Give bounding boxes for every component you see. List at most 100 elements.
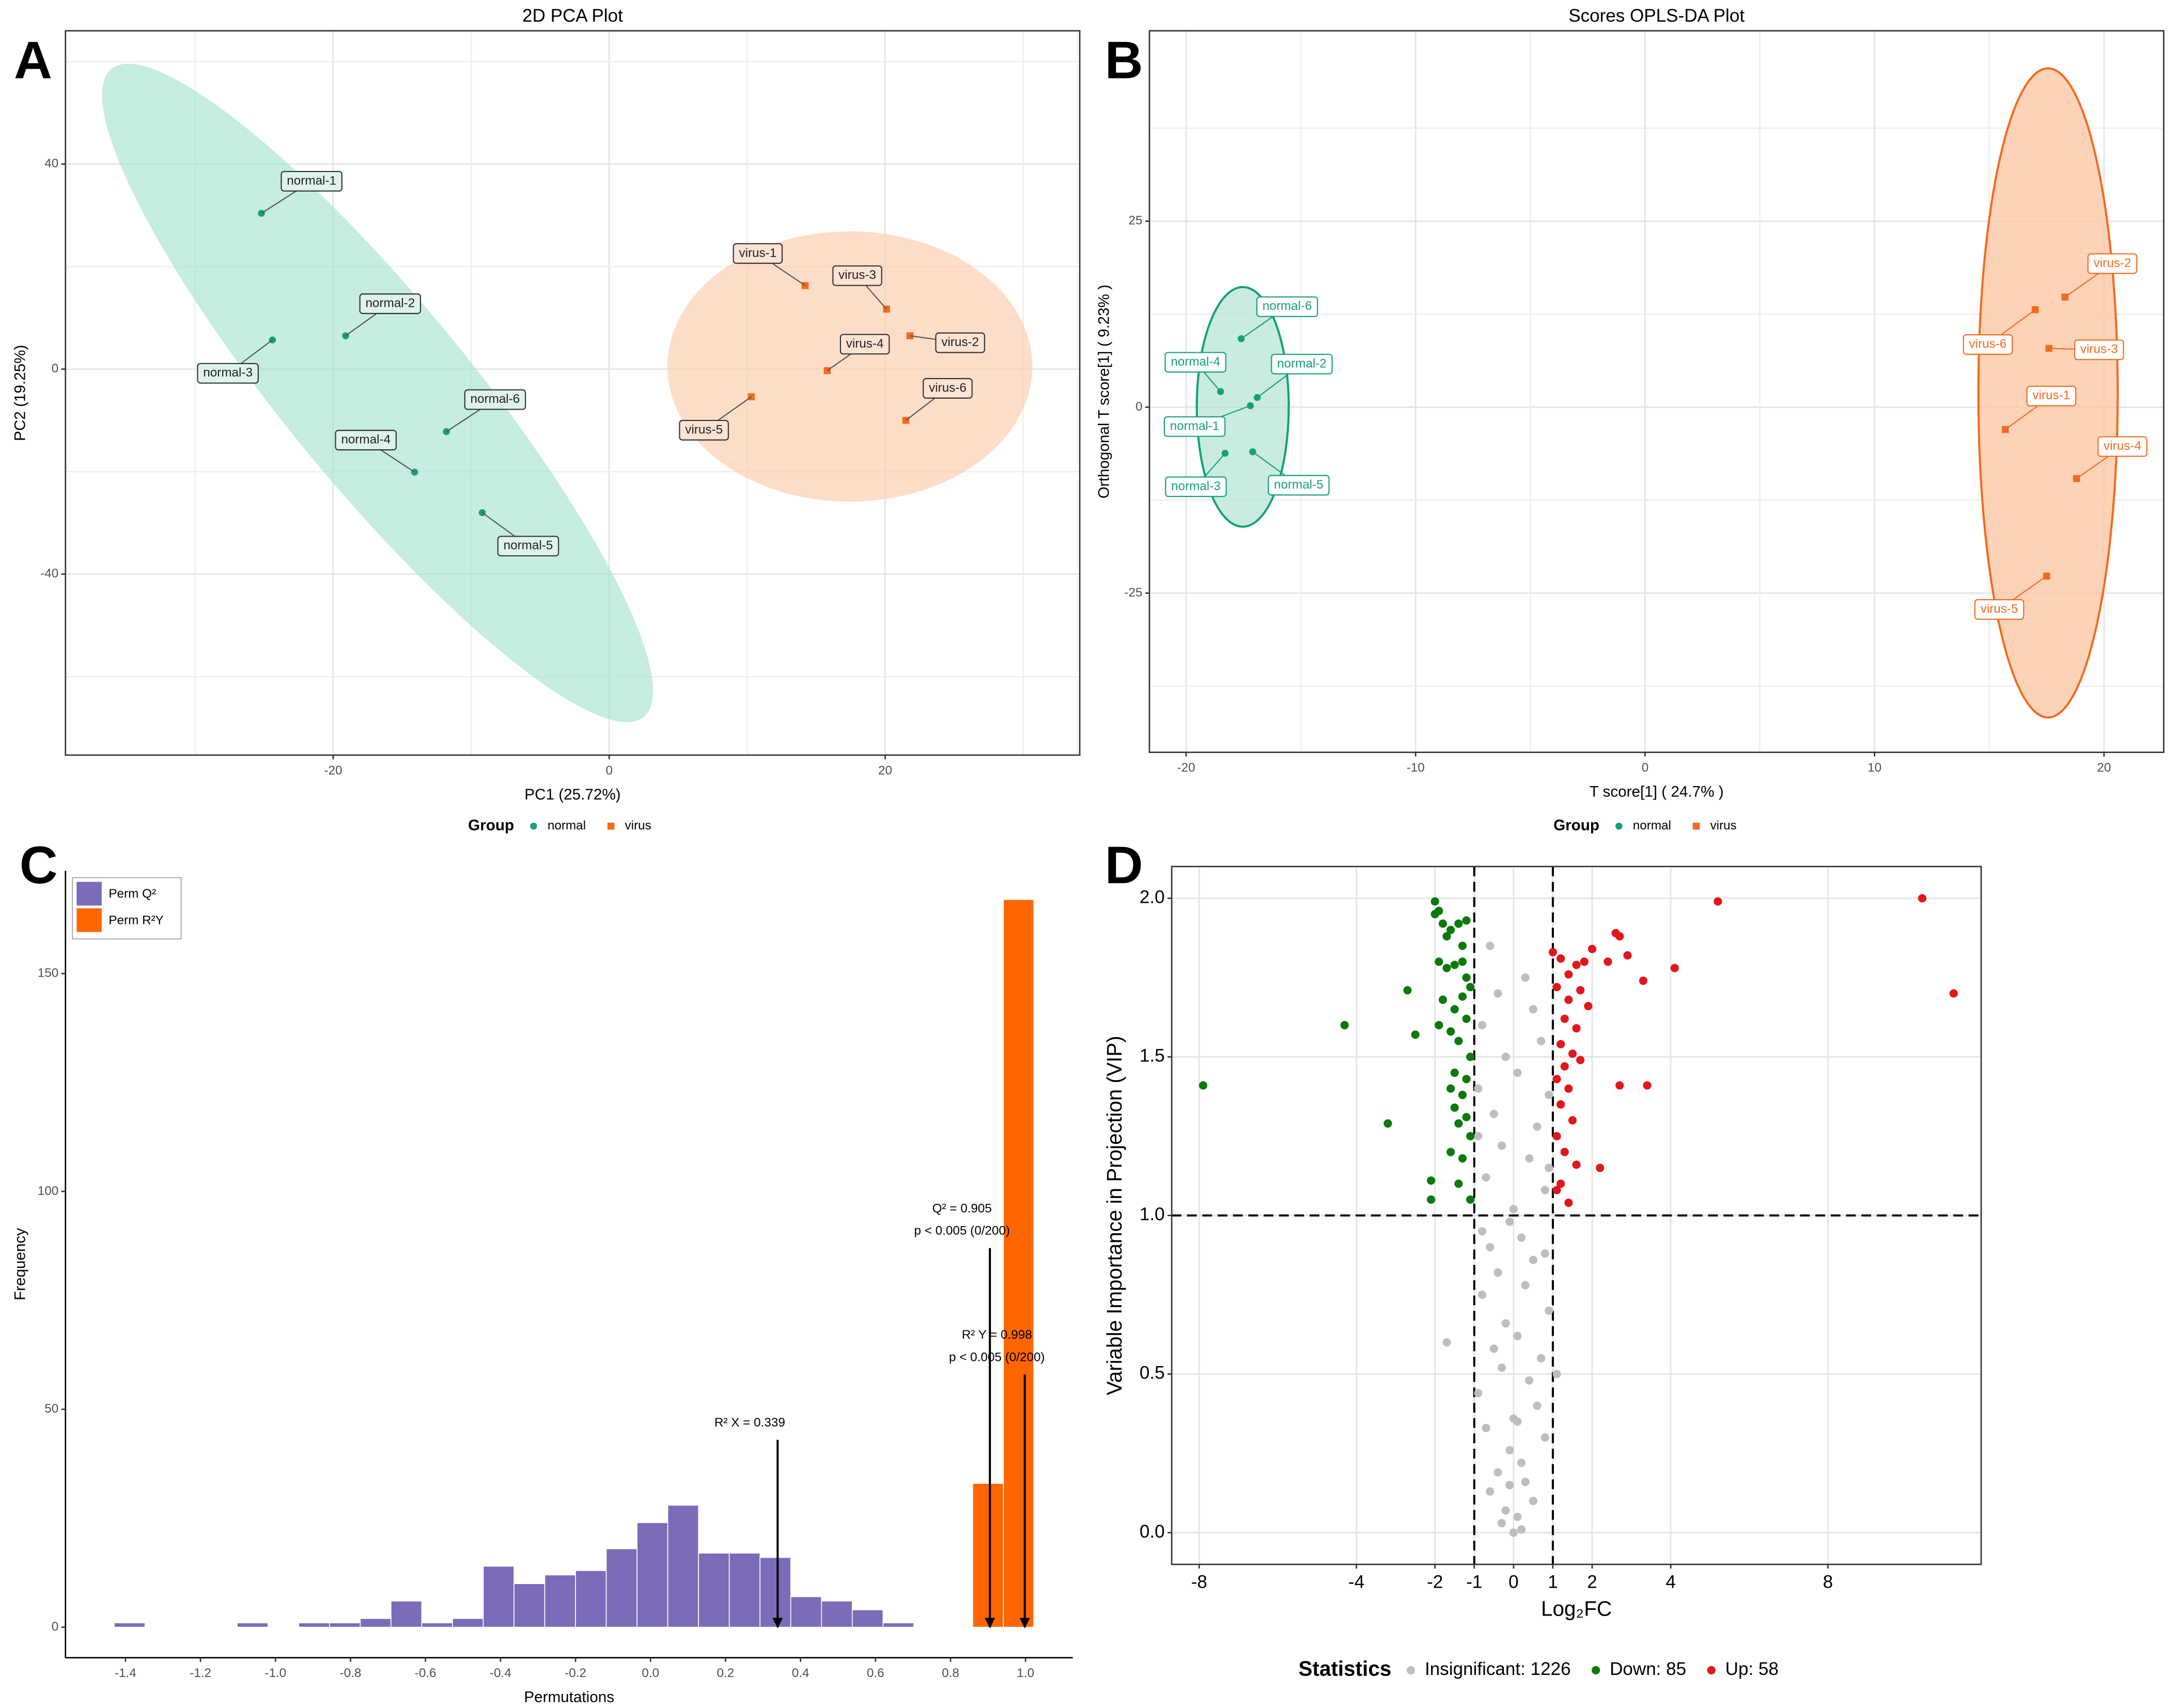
point-label: normal-1	[1170, 419, 1220, 433]
point	[1462, 1075, 1471, 1084]
point	[1493, 1268, 1502, 1277]
point	[1505, 1481, 1514, 1490]
point-label-box	[1165, 476, 1227, 497]
panel-letter: D	[1105, 835, 1143, 895]
x-tick-label: 0	[605, 763, 613, 777]
y-tick-label: 2.0	[1140, 887, 1165, 907]
x-tick-label: 1	[1548, 1572, 1558, 1592]
point-label: virus-2	[2094, 256, 2131, 270]
histogram-bar	[237, 1622, 269, 1628]
point	[1497, 1141, 1506, 1150]
legend-marker	[530, 822, 537, 830]
x-tick-label: -1.2	[190, 1666, 211, 1680]
point	[1580, 957, 1589, 966]
point-label: virus-5	[1981, 602, 2018, 616]
point-label-box	[1974, 599, 2025, 620]
histogram-bar	[728, 1553, 761, 1628]
point	[1427, 1195, 1436, 1204]
point-label: virus-1	[2032, 388, 2070, 402]
point	[1918, 894, 1927, 903]
x-tick-label: -20	[1177, 761, 1195, 775]
point	[1670, 964, 1679, 973]
histogram-bar	[114, 1622, 146, 1628]
point-label: virus-5	[685, 422, 723, 436]
legend-label: Perm Q²	[108, 887, 156, 901]
point	[411, 468, 418, 476]
point	[1537, 1037, 1546, 1045]
point	[1474, 1389, 1483, 1398]
confidence-ellipse	[667, 231, 1033, 502]
panel-letter: B	[1105, 30, 1143, 89]
point	[1509, 1204, 1518, 1214]
point	[1540, 1186, 1549, 1195]
y-axis-label: PC2 (19.25%)	[11, 345, 28, 441]
point-label-box	[1963, 334, 2013, 355]
legend-marker	[1615, 822, 1623, 830]
y-tick-label: 100	[38, 1184, 59, 1198]
x-tick-label: -0.4	[490, 1666, 511, 1680]
y-tick-label: 40	[44, 156, 58, 170]
point	[1462, 1112, 1471, 1122]
x-tick-label: -8	[1191, 1572, 1207, 1592]
point	[1505, 1446, 1514, 1454]
point	[1560, 1148, 1569, 1156]
point	[1521, 1478, 1530, 1486]
point-label: normal-5	[1274, 478, 1324, 492]
legend-marker	[1692, 822, 1700, 830]
point	[1442, 932, 1451, 941]
point	[1497, 1364, 1506, 1372]
point	[1430, 910, 1439, 918]
point	[1529, 1497, 1537, 1506]
histogram-bar	[575, 1570, 607, 1628]
point	[1557, 1179, 1565, 1188]
point-label: normal-3	[1171, 479, 1221, 493]
x-tick-label: 0	[1508, 1572, 1519, 1592]
x-tick-label: -0.8	[340, 1666, 362, 1680]
y-tick-label: 25	[1128, 214, 1142, 228]
confidence-ellipse	[1195, 286, 1290, 528]
point	[1466, 1053, 1475, 1061]
point	[1458, 1090, 1467, 1100]
panel-letter: C	[20, 835, 58, 895]
point	[1513, 1068, 1522, 1077]
point	[1584, 1001, 1593, 1011]
point	[1501, 1506, 1510, 1515]
plot-frame	[65, 30, 1081, 756]
point	[1438, 919, 1448, 928]
point	[1576, 986, 1585, 995]
histogram-bar	[698, 1553, 730, 1628]
point	[1517, 1233, 1526, 1242]
annotation-text: p < 0.005 (0/200)	[914, 1224, 1010, 1238]
point	[1486, 1487, 1495, 1496]
point-label: normal-3	[203, 366, 253, 380]
point-label-box	[1268, 475, 1330, 496]
point	[1466, 1195, 1475, 1204]
point	[1493, 1468, 1502, 1477]
point-label-box	[2074, 339, 2124, 361]
point-label-box	[2097, 436, 2147, 457]
y-tick-label: 1.0	[1140, 1204, 1165, 1225]
legend-label: Up: 58	[1725, 1659, 1779, 1679]
point	[1540, 1433, 1549, 1442]
point	[1430, 897, 1439, 906]
x-tick-label: -10	[1407, 761, 1425, 775]
point-label: normal-4	[341, 433, 391, 447]
point-label-box	[464, 389, 526, 410]
point	[1466, 983, 1475, 992]
point-label-box	[497, 536, 559, 557]
point	[1489, 1109, 1498, 1118]
point	[1438, 995, 1448, 1004]
point-label-box	[1256, 296, 1318, 317]
point-label: normal-6	[1263, 299, 1312, 313]
point	[1533, 1122, 1542, 1131]
point	[1403, 986, 1412, 995]
point	[1568, 1116, 1577, 1125]
histogram-bar	[1003, 899, 1034, 1628]
point	[1462, 1014, 1471, 1023]
point-label: normal-2	[365, 296, 415, 310]
point	[1474, 1132, 1483, 1140]
legend-marker	[1407, 1666, 1415, 1674]
point	[1454, 1179, 1463, 1188]
point	[1576, 1056, 1585, 1064]
point	[1513, 1417, 1522, 1426]
